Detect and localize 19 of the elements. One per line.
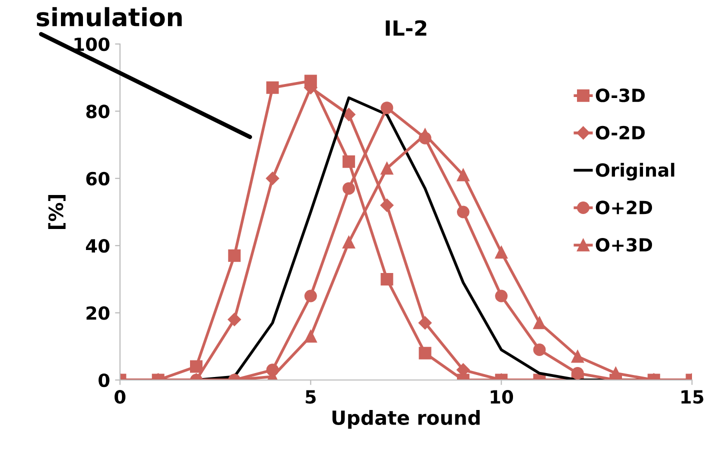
y-tick-label: 40 — [86, 239, 110, 253]
y-axis-title: [%] — [48, 195, 66, 229]
x-tick-label: 15 — [681, 390, 704, 404]
legend-label: O-3D — [596, 88, 645, 102]
y-tick-label: 0 — [98, 373, 110, 388]
legend-label: O-2D — [596, 126, 645, 140]
legend-label: O+2D — [596, 200, 652, 214]
text: simulation — [36, 7, 182, 26]
y-tick-label: 80 — [86, 104, 110, 118]
y-tick-label: 20 — [86, 306, 110, 320]
y-tick-label: 60 — [86, 172, 110, 186]
x-tick-label: 0 — [114, 390, 126, 404]
chart-title: IL-2 — [386, 20, 426, 36]
legend-label: O+3D — [596, 238, 652, 252]
x-axis-title: Update round — [332, 410, 480, 429]
y-tick-label: 100 — [74, 37, 110, 52]
x-tick-label: 10 — [490, 390, 514, 404]
x-tick-label: 5 — [306, 390, 316, 404]
legend-label: Original — [596, 162, 674, 180]
